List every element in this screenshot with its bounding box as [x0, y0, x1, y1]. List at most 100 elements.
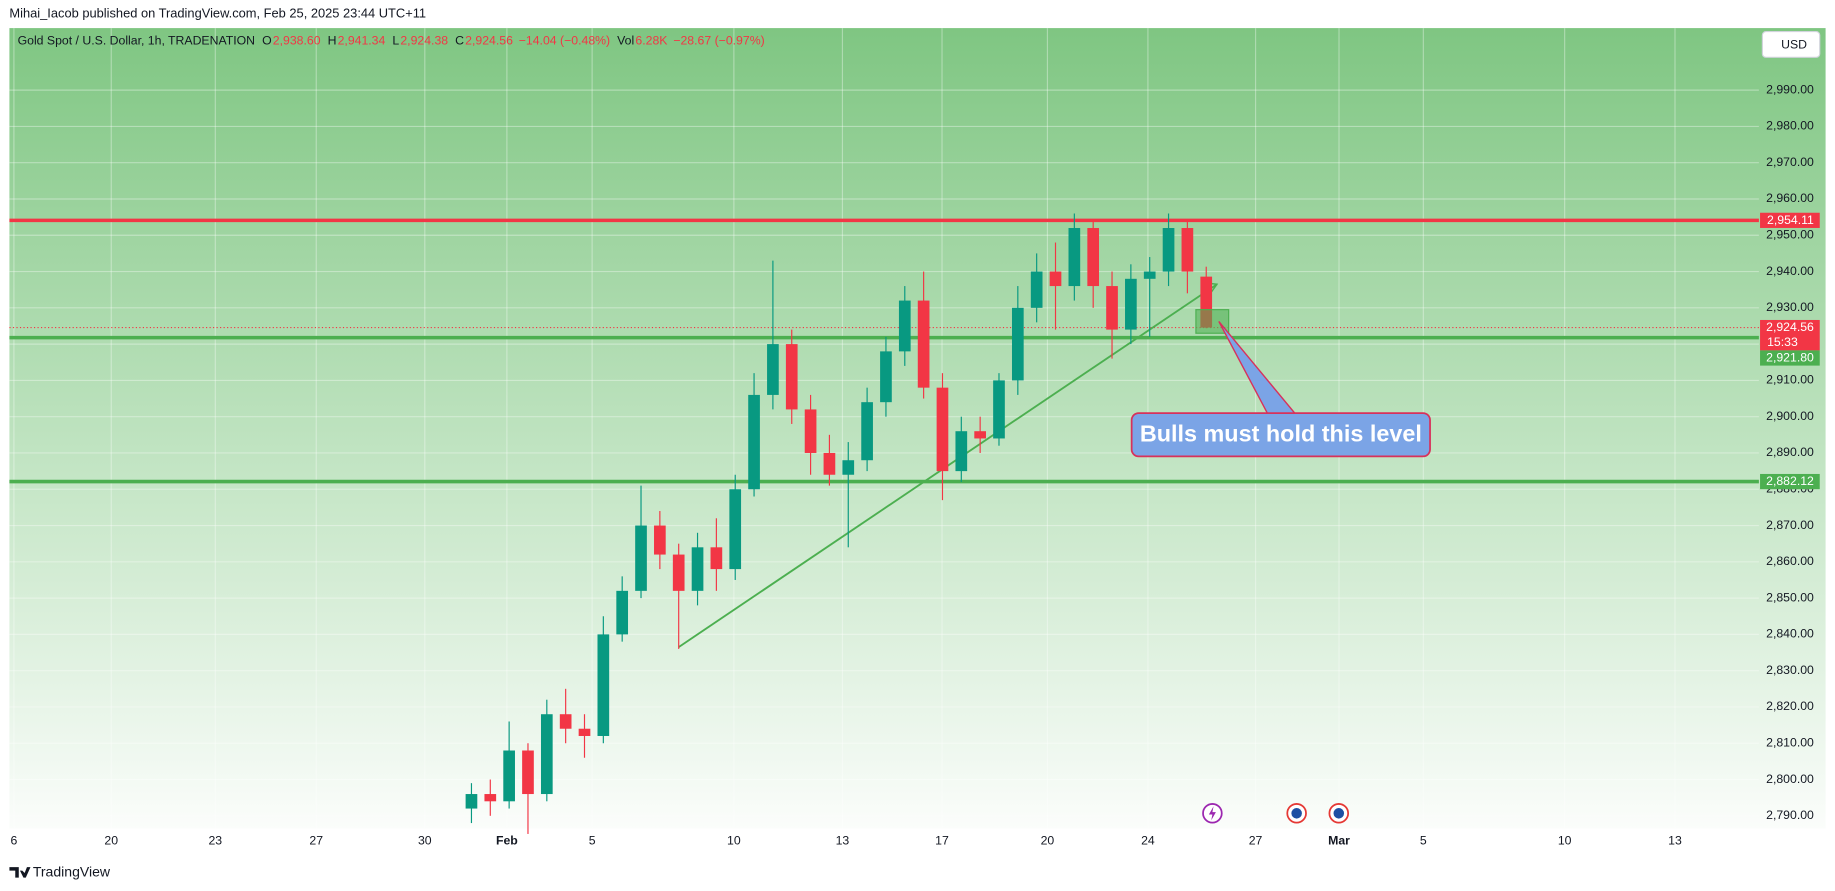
candle-body	[1049, 271, 1062, 287]
x-tick-label: 23	[208, 834, 222, 848]
brand: TradingView	[33, 864, 111, 880]
y-tick-label: 2,800.00	[1766, 772, 1814, 786]
legend-value: 2,924.56	[465, 34, 513, 48]
y-tick-label: 2,890.00	[1766, 445, 1814, 459]
legend-value: 6.28K	[635, 34, 668, 48]
candle-body	[1200, 276, 1213, 328]
candle-body	[672, 554, 685, 591]
y-tick-label: 2,820.00	[1766, 699, 1814, 713]
legend-line: Gold Spot / U.S. Dollar, 1h, TRADENATION…	[18, 34, 765, 48]
candle-body	[955, 431, 968, 472]
event-icon-glyph	[1291, 808, 1302, 819]
x-tick-label: 27	[1249, 834, 1263, 848]
candle-body	[748, 394, 760, 490]
y-tick-label: 2,810.00	[1766, 735, 1814, 749]
y-tick-label: 2,900.00	[1766, 409, 1814, 423]
event-icon-glyph	[1208, 806, 1216, 821]
zone	[1195, 309, 1230, 334]
callout-box	[1130, 412, 1431, 458]
candle-body	[1162, 228, 1175, 272]
currency[interactable]: USD	[1781, 37, 1807, 51]
y-tick-label: 2,980.00	[1766, 119, 1814, 133]
legend-key: H	[328, 34, 337, 48]
candle-body	[465, 794, 478, 809]
x-tick-label: 13	[1668, 834, 1682, 848]
y-tick-label: 2,860.00	[1766, 554, 1814, 568]
x-tick-label: 17	[935, 834, 949, 848]
x-tick-label: 13	[836, 834, 850, 848]
legend-value: 2,938.60	[273, 34, 321, 48]
legend-key: O	[262, 34, 272, 48]
x-tick-label: 20	[104, 834, 118, 848]
price-tag-label: 2,882.12	[1766, 474, 1814, 488]
legend-key: Vol	[617, 34, 634, 48]
candle-body	[1143, 271, 1156, 279]
candle-body	[710, 547, 723, 570]
event-icons	[1202, 803, 1350, 824]
price-tag	[1760, 350, 1820, 366]
event-icon-glyph	[1333, 808, 1345, 819]
candle-body	[654, 525, 666, 555]
candle-body	[503, 750, 515, 802]
x-tick-label: 10	[727, 834, 741, 848]
legend-value: 2,924.38	[400, 34, 448, 48]
candle-body	[1125, 278, 1137, 330]
y-tick-label: 2,950.00	[1766, 228, 1814, 242]
plot: Bulls must hold this level	[9, 28, 1759, 834]
symbol: Gold Spot / U.S. Dollar, 1h, TRADENATION	[18, 34, 255, 48]
legend-key: C	[455, 34, 464, 48]
x-tick-label: 5	[1420, 834, 1427, 848]
x-tick-label: Mar	[1328, 834, 1350, 848]
candle-body	[1087, 228, 1100, 287]
price-tag	[1760, 319, 1820, 351]
countdown: 15:33	[1767, 335, 1798, 349]
price-tag-label: 2,924.56	[1766, 320, 1814, 334]
x-tick-label: 30	[418, 834, 432, 848]
y-tick-label: 2,910.00	[1766, 373, 1814, 387]
y-tick-label: 2,970.00	[1766, 155, 1814, 169]
x-tick-label: 24	[1141, 834, 1155, 848]
candle-body	[1181, 228, 1194, 272]
candle-body	[1106, 286, 1118, 330]
candle-body	[898, 300, 911, 352]
candle-body	[691, 547, 704, 591]
legend-change: −28.67 (−0.97%)	[673, 34, 764, 48]
y-tick-label: 2,830.00	[1766, 663, 1814, 677]
currency-button[interactable]	[1761, 31, 1821, 58]
callout-text: Bulls must hold this level	[1140, 421, 1422, 447]
candle-body	[729, 489, 742, 570]
logo: TradingView	[9, 864, 111, 880]
legend-value: 2,941.34	[338, 34, 386, 48]
price-tag	[1760, 212, 1820, 228]
candle-body	[522, 750, 534, 795]
y-tick-label: 2,930.00	[1766, 300, 1814, 314]
y-tick-label: 2,960.00	[1766, 191, 1814, 205]
candle-body	[1030, 271, 1043, 308]
y-tick-label: 2,790.00	[1766, 808, 1814, 822]
price-tag-label: 2,921.80	[1766, 351, 1814, 365]
price-tag-label: 2,954.11	[1767, 213, 1814, 227]
chart-background	[9, 28, 1826, 829]
x-tick-label: Feb	[496, 834, 518, 848]
candle-body	[993, 380, 1005, 439]
x-tick-label: 5	[589, 834, 596, 848]
x-tick-label: 6	[10, 834, 17, 848]
candle-body	[540, 714, 553, 795]
candle-body	[785, 344, 798, 410]
candle-body	[880, 351, 892, 403]
candle-body	[861, 402, 873, 461]
x-tick-label: 10	[1558, 834, 1572, 848]
candle-body	[484, 794, 497, 802]
candle-body	[1068, 228, 1081, 287]
logo-mark	[9, 867, 31, 878]
x-tick-label: 20	[1041, 834, 1055, 848]
candle-body	[616, 590, 629, 635]
candle-body	[578, 728, 591, 736]
candle-body	[823, 452, 836, 475]
legend-change: −14.04 (−0.48%)	[519, 34, 610, 48]
candle-body	[974, 431, 986, 439]
candle-body	[917, 300, 930, 388]
publisher: Mihai_Iacob published on TradingView.com…	[9, 5, 426, 20]
candle-body	[559, 714, 572, 729]
